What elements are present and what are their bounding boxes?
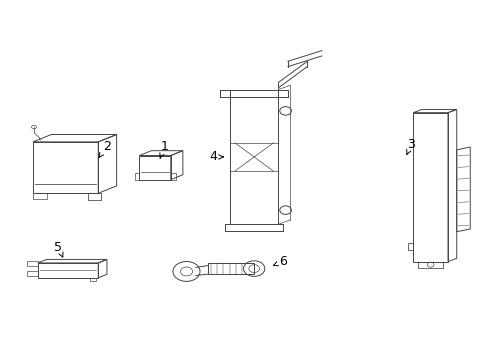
Text: 5: 5 — [54, 241, 63, 257]
Text: 1: 1 — [160, 140, 168, 158]
Text: 6: 6 — [273, 255, 286, 268]
Text: 2: 2 — [99, 140, 110, 158]
Text: 3: 3 — [406, 138, 414, 154]
Text: 4: 4 — [209, 150, 223, 163]
